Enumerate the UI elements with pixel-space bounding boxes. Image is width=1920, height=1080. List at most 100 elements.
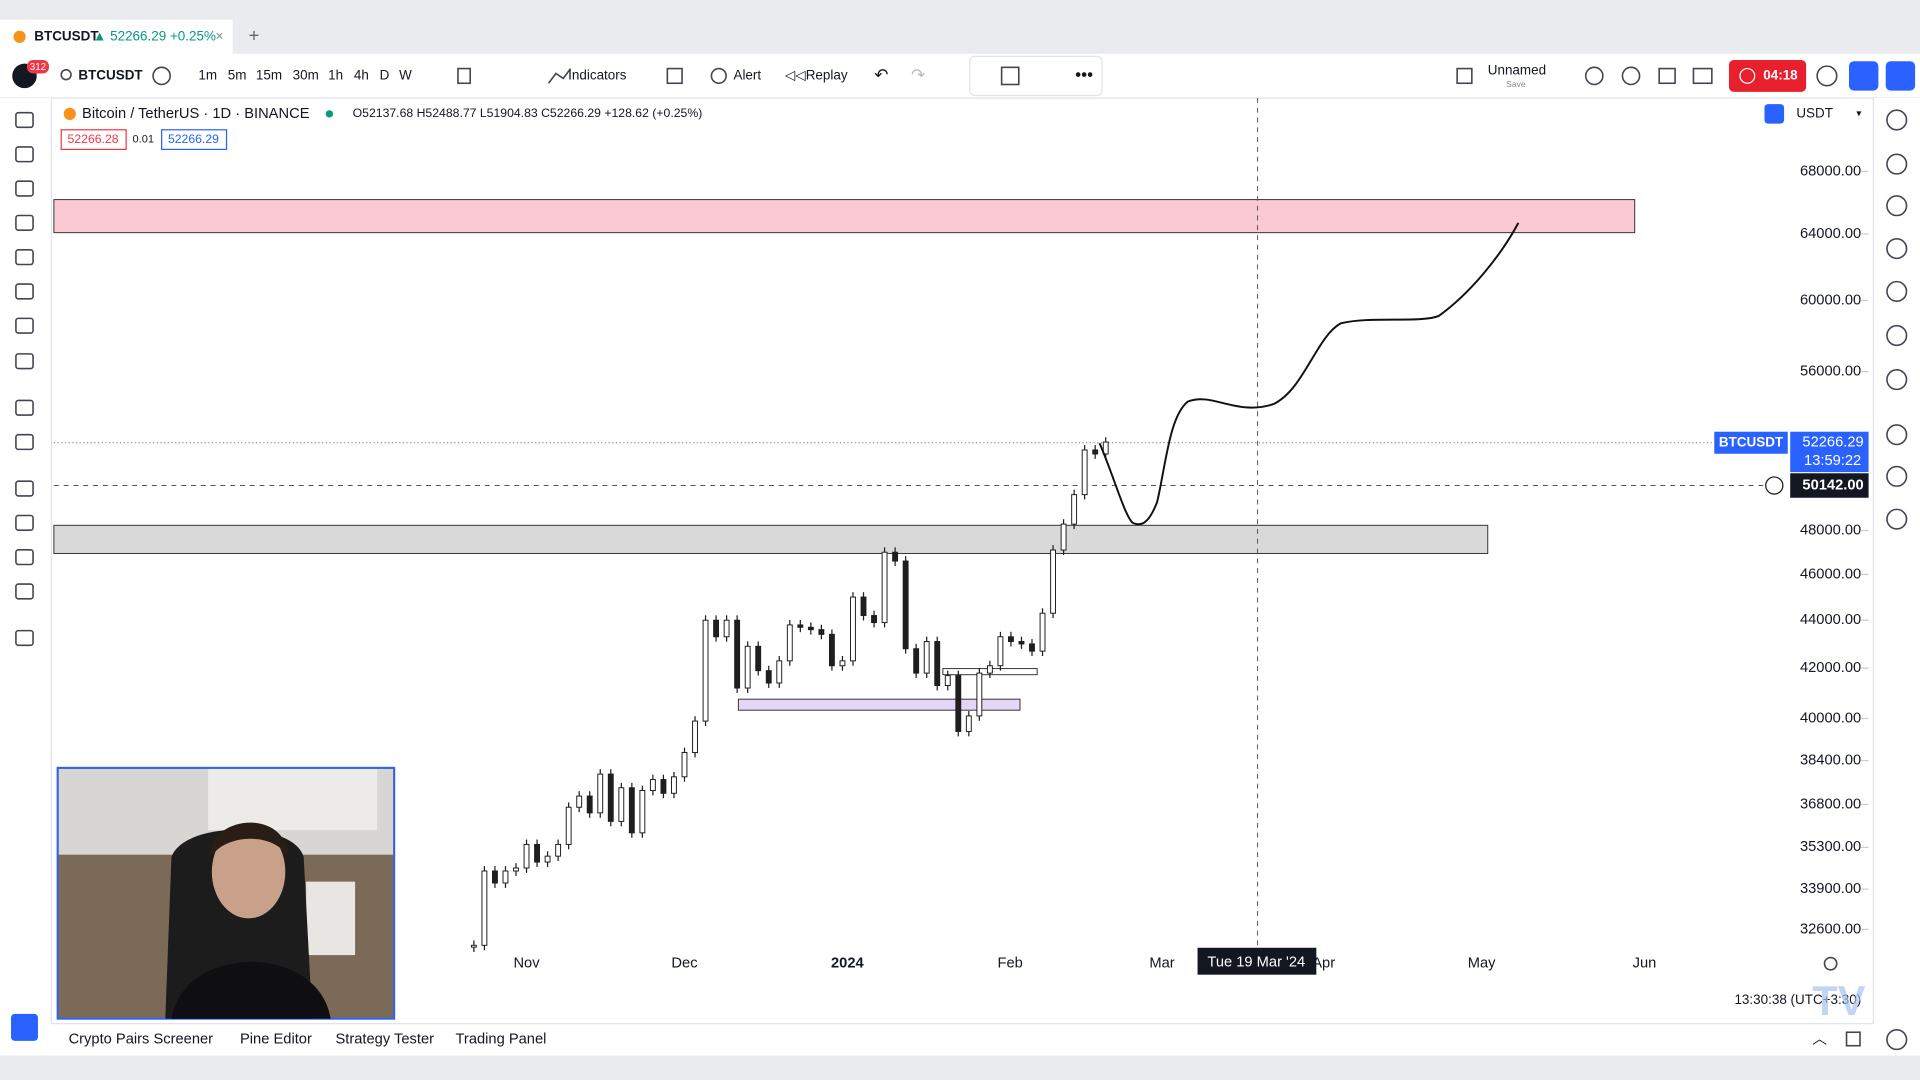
indicators-button[interactable]: Indicators (568, 67, 627, 82)
buy-box[interactable] (161, 129, 228, 150)
pause-button[interactable] (1816, 65, 1838, 87)
candle (1007, 636, 1014, 643)
help-button[interactable] (1886, 1029, 1908, 1051)
tool-icon[interactable] (15, 399, 34, 416)
ask-price: 52266.29 (168, 132, 219, 146)
more-button[interactable]: ••• (1075, 64, 1093, 84)
sidebar-icon[interactable] (1886, 237, 1908, 260)
sidebar-icon[interactable] (1886, 465, 1908, 487)
tab-close[interactable]: × (216, 28, 224, 43)
candle (734, 619, 741, 689)
candle (649, 779, 656, 792)
candle (1029, 643, 1035, 652)
tool-icon[interactable] (15, 433, 34, 451)
webcam-hair (210, 822, 288, 858)
candle (797, 624, 804, 628)
tab[interactable] (0, 19, 233, 54)
x-tick-label: Dec (671, 956, 697, 972)
sidebar-icon[interactable] (1886, 280, 1908, 303)
tool-icon[interactable] (15, 111, 34, 129)
snapshot-button[interactable] (1692, 67, 1713, 85)
tool-icon[interactable] (15, 317, 34, 334)
tool-icon[interactable] (15, 549, 34, 566)
chart-type[interactable] (457, 67, 472, 85)
save-label: Save (1506, 79, 1526, 89)
webcam-face (211, 825, 286, 919)
candle (660, 779, 667, 794)
tool-icon[interactable] (15, 249, 34, 266)
quick-search[interactable] (1584, 66, 1604, 86)
tool-icon[interactable] (15, 146, 34, 163)
interval-button[interactable]: 4h (354, 67, 369, 82)
tool-icon[interactable] (15, 214, 34, 231)
candle (565, 806, 572, 845)
candle (1018, 641, 1025, 645)
candle (1039, 612, 1046, 652)
candle (597, 773, 604, 814)
sell-box[interactable] (60, 129, 127, 150)
tool-icon[interactable] (15, 583, 34, 600)
mic-button[interactable] (1848, 61, 1879, 91)
currency-icon (1764, 104, 1785, 124)
watchlist-star[interactable] (11, 1013, 38, 1041)
tool-icon[interactable] (15, 283, 34, 300)
tool-icon[interactable] (15, 353, 34, 370)
market-status (325, 110, 334, 118)
bottom-tab[interactable]: Pine Editor (240, 1031, 312, 1047)
candle (481, 870, 488, 946)
tool-icon[interactable] (15, 480, 34, 497)
sidebar-icon[interactable] (1886, 369, 1908, 391)
sidebar-icon[interactable] (1886, 153, 1908, 175)
fullscreen-button[interactable] (1658, 67, 1676, 85)
tool-icon[interactable] (15, 629, 34, 647)
interval-button[interactable]: D (380, 67, 390, 82)
interval-button[interactable]: 1m (198, 67, 217, 82)
webcam-radiator (306, 881, 356, 956)
templates-button[interactable] (666, 67, 683, 85)
replay-button[interactable]: Replay (806, 67, 848, 82)
candle (986, 665, 993, 674)
record-button[interactable] (1728, 60, 1807, 92)
bottom-tab[interactable]: Trading Panel (456, 1031, 547, 1047)
crosshair-price-box (1790, 473, 1869, 498)
currency-selector[interactable]: USDT (1796, 105, 1833, 120)
y-tick-label: 36800.00 (1800, 796, 1861, 812)
collapse-button[interactable]: ︿ (1812, 1031, 1827, 1047)
interval-button[interactable]: W (399, 67, 412, 82)
sidebar-icon[interactable] (1886, 109, 1908, 131)
layout-name[interactable]: Unnamed (1488, 63, 1546, 78)
sidebar-icon[interactable] (1886, 424, 1908, 446)
new-tab[interactable]: + (249, 25, 260, 46)
camera-button[interactable] (1885, 61, 1916, 91)
undo-button[interactable]: ↶ (874, 64, 888, 84)
redo-button[interactable]: ↷ (911, 64, 925, 84)
candle (755, 645, 762, 672)
alert-button[interactable]: Alert (733, 67, 761, 82)
add-alert[interactable] (1765, 476, 1784, 495)
sidebar-icon[interactable] (1886, 508, 1908, 530)
compare-button[interactable] (152, 66, 171, 86)
bottom-tab[interactable]: Crypto Pairs Screener (69, 1031, 214, 1047)
candle (586, 795, 593, 814)
symbol-search[interactable]: BTCUSDT (78, 67, 143, 82)
interval-button[interactable]: 5m (228, 67, 247, 82)
rect-tool[interactable] (1000, 66, 1020, 86)
maximize-button[interactable] (1845, 1031, 1861, 1047)
layout-icon (1456, 67, 1473, 85)
y-tick-label: 56000.00 (1800, 363, 1861, 379)
legend-ohlc: O52137.68 H52488.77 L51904.83 C52266.29 … (353, 106, 703, 120)
bottom-tab[interactable]: Strategy Tester (336, 1031, 435, 1047)
crosshair-date-box (1197, 947, 1317, 975)
tool-icon[interactable] (15, 514, 34, 531)
tab-icon (13, 30, 26, 43)
candle (671, 776, 677, 794)
interval-button[interactable]: 1h (328, 67, 343, 82)
settings-button[interactable] (1621, 66, 1641, 86)
axis-settings[interactable] (1823, 956, 1838, 971)
interval-button[interactable]: 15m (256, 67, 282, 82)
sidebar-icon[interactable] (1886, 195, 1908, 217)
interval-button[interactable]: 30m (293, 67, 319, 82)
tool-icon[interactable] (15, 180, 34, 197)
sidebar-icon[interactable] (1886, 324, 1908, 347)
legend-title: Bitcoin / TetherUS · 1D · BINANCE (82, 106, 310, 122)
